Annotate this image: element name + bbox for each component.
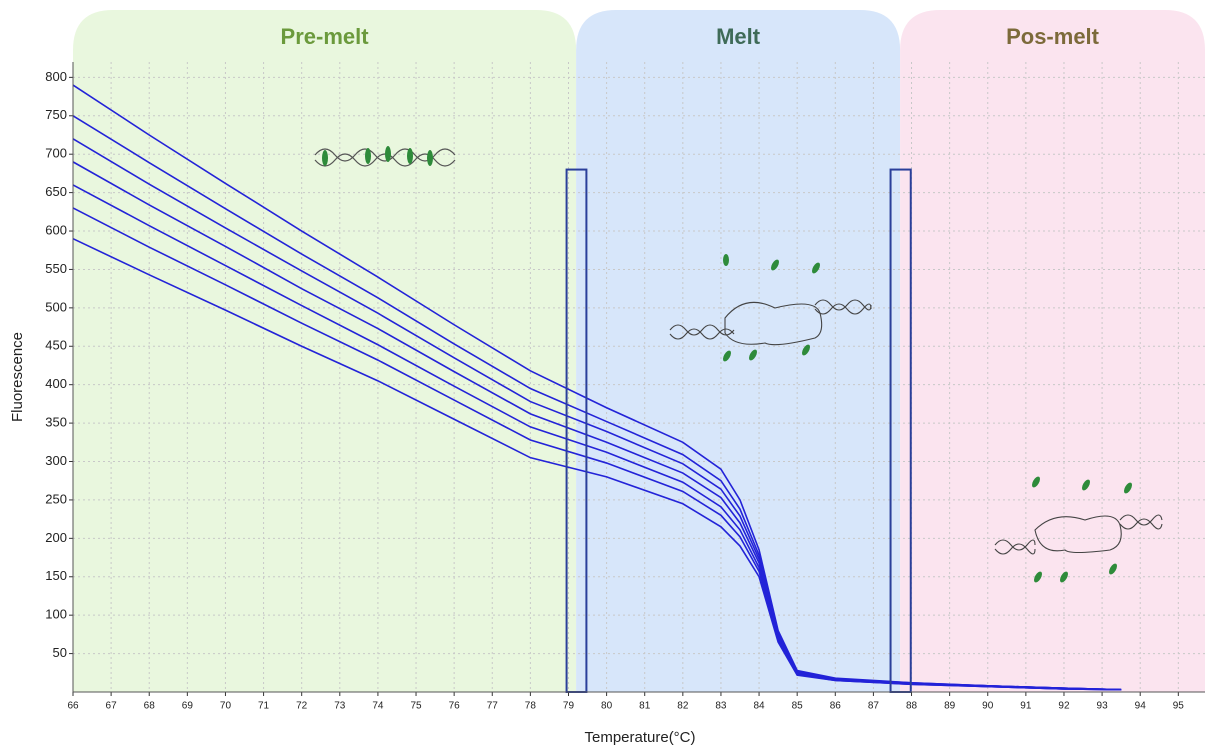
x-tick-label: 75 — [410, 701, 422, 712]
x-tick-label: 70 — [220, 701, 232, 712]
x-tick-label: 68 — [144, 701, 156, 712]
x-tick-label: 92 — [1058, 701, 1070, 712]
x-tick-label: 87 — [868, 701, 880, 712]
x-tick-label: 85 — [792, 701, 804, 712]
dna-double-strand — [314, 146, 456, 167]
y-tick-label: 250 — [45, 491, 67, 506]
x-tick-label: 74 — [372, 701, 384, 712]
x-tick-label: 81 — [639, 701, 651, 712]
y-tick-label: 100 — [45, 607, 67, 622]
x-tick-label: 86 — [830, 701, 842, 712]
x-tick-label: 77 — [487, 701, 499, 712]
y-tick-label: 550 — [45, 261, 67, 276]
x-tick-label: 88 — [906, 701, 918, 712]
y-tick-label: 300 — [45, 453, 67, 468]
x-tick-label: 72 — [296, 701, 308, 712]
x-tick-label: 93 — [1097, 701, 1109, 712]
dna-melting — [669, 254, 872, 362]
x-tick-label: 83 — [715, 701, 727, 712]
x-tick-label: 66 — [67, 701, 79, 712]
y-tick-label: 400 — [45, 376, 67, 391]
y-tick-label: 200 — [45, 530, 67, 545]
x-axis-title: Temperature(°C) — [584, 729, 695, 746]
region — [73, 10, 577, 692]
x-tick-label: 84 — [753, 701, 765, 712]
x-tick-label: 95 — [1173, 701, 1185, 712]
x-tick-label: 67 — [106, 701, 118, 712]
x-tick-label: 94 — [1135, 701, 1147, 712]
x-tick-label: 91 — [1020, 701, 1032, 712]
x-tick-label: 73 — [334, 701, 346, 712]
y-tick-label: 650 — [45, 184, 67, 199]
regions: Pre-melt Melt Pos-melt — [73, 10, 1205, 692]
y-tick-label: 600 — [45, 222, 67, 237]
axes: 50 100 150 200 250 300 350 400 450 500 550 600 650 70… — [45, 62, 1205, 712]
y-axis-title: Fluorescence — [9, 332, 26, 422]
x-tick-label: 71 — [258, 701, 270, 712]
region — [576, 10, 901, 692]
region — [900, 10, 1205, 692]
y-tick-label: 800 — [45, 69, 67, 84]
illustrations — [314, 146, 1163, 583]
x-tick-label: 90 — [982, 701, 994, 712]
y-tick-label: 450 — [45, 338, 67, 353]
x-tick-label: 76 — [449, 701, 461, 712]
region-label: Pos-melt — [1006, 24, 1100, 49]
y-tick-label: 750 — [45, 107, 67, 122]
x-tick-label: 79 — [563, 701, 575, 712]
region-label: Melt — [716, 24, 761, 49]
dna-single-strands — [994, 476, 1163, 583]
x-tick-label: 89 — [944, 701, 956, 712]
x-tick-label: 80 — [601, 701, 613, 712]
x-tick-label: 82 — [677, 701, 689, 712]
y-tick-label: 700 — [45, 146, 67, 161]
y-tick-label: 350 — [45, 415, 67, 430]
y-tick-label: 500 — [45, 299, 67, 314]
y-tick-label: 50 — [53, 645, 67, 660]
region-label: Pre-melt — [281, 24, 370, 49]
y-tick-label: 150 — [45, 568, 67, 583]
x-tick-label: 78 — [525, 701, 537, 712]
x-tick-label: 69 — [182, 701, 194, 712]
